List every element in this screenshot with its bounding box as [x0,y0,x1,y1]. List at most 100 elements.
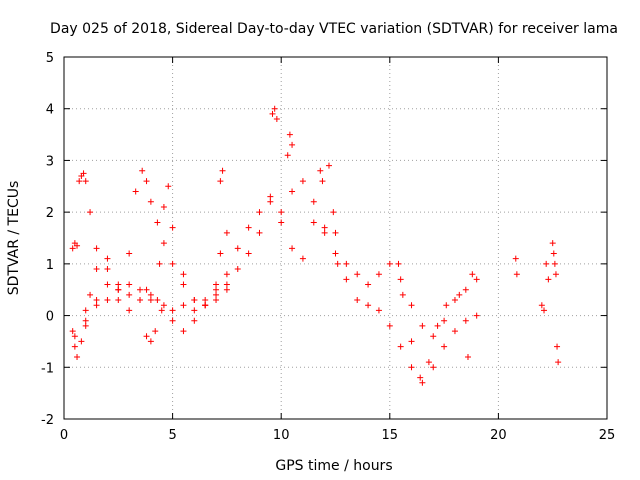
y-tick-label: 3 [46,154,54,169]
x-axis-title: GPS time / hours [275,458,392,474]
data-point [245,224,252,231]
data-point [213,297,220,304]
data-point [512,255,519,262]
data-point [441,317,448,324]
data-point [271,105,278,112]
data-point [408,338,415,345]
data-point [147,297,154,304]
data-point [82,178,89,185]
data-point [278,219,285,226]
data-point [93,297,100,304]
data-point [408,302,415,309]
series-late-scatter [512,240,562,366]
data-point [71,343,78,350]
x-tick-label: 0 [60,428,68,443]
data-point [69,245,76,252]
data-point [169,317,176,324]
data-point [267,198,274,205]
data-point [430,333,437,340]
data-point [82,322,89,329]
data-point [419,379,426,386]
data-point [332,229,339,236]
data-point [115,286,122,293]
data-point [284,152,291,159]
data-point [74,353,81,360]
data-point [354,271,361,278]
data-point [451,328,458,335]
data-point [217,178,224,185]
data-point [325,162,332,169]
data-point [321,224,328,231]
data-point [154,297,161,304]
data-point [343,260,350,267]
y-tick-label: -2 [41,413,54,428]
data-point [223,271,230,278]
y-tick-label: 5 [46,51,54,66]
data-point [330,209,337,216]
y-tick-label: 1 [46,258,54,273]
data-point [93,245,100,252]
series-track-a [69,170,230,314]
data-point [147,338,154,345]
data-point [152,328,159,335]
data-point [180,302,187,309]
data-point [223,281,230,288]
data-point [551,260,558,267]
data-point [169,224,176,231]
data-point [76,178,83,185]
data-point [538,302,545,309]
data-point [299,178,306,185]
data-point [213,286,220,293]
data-point [82,307,89,314]
data-point [319,178,326,185]
data-point [464,353,471,360]
series-spikes [217,105,476,381]
series-track-d [82,183,230,345]
data-point [397,276,404,283]
data-point [299,255,306,262]
y-tick-label: -1 [41,361,54,376]
data-point [269,110,276,117]
y-axis-title: SDTVAR / TECUs [6,181,22,296]
data-point [462,286,469,293]
data-point [80,170,87,177]
data-point [132,188,139,195]
data-point [191,297,198,304]
data-point [513,271,520,278]
data-point [549,240,556,247]
grid [64,57,607,419]
data-point [147,198,154,205]
data-point [289,141,296,148]
data-point [317,167,324,174]
data-point [386,260,393,267]
data-point [160,203,167,210]
data-point [443,302,450,309]
data-point [160,240,167,247]
data-point [234,245,241,252]
data-point [417,374,424,381]
data-point [104,266,111,273]
data-point [71,333,78,340]
data-point [78,338,85,345]
data-point [213,281,220,288]
y-tick-label: 4 [46,103,54,118]
data-point [154,219,161,226]
data-point [191,307,198,314]
data-point [219,167,226,174]
data-point [223,286,230,293]
x-tick-label: 25 [599,428,616,443]
data-point [191,317,198,324]
data-point [126,291,133,298]
data-point [473,312,480,319]
data-point [310,219,317,226]
data-point [399,291,406,298]
data-point [143,333,150,340]
data-point [343,276,350,283]
x-tick-label: 20 [490,428,507,443]
data-points [69,105,562,386]
data-point [462,317,469,324]
data-point [267,193,274,200]
data-point [545,276,552,283]
data-point [543,260,550,267]
data-point [104,255,111,262]
